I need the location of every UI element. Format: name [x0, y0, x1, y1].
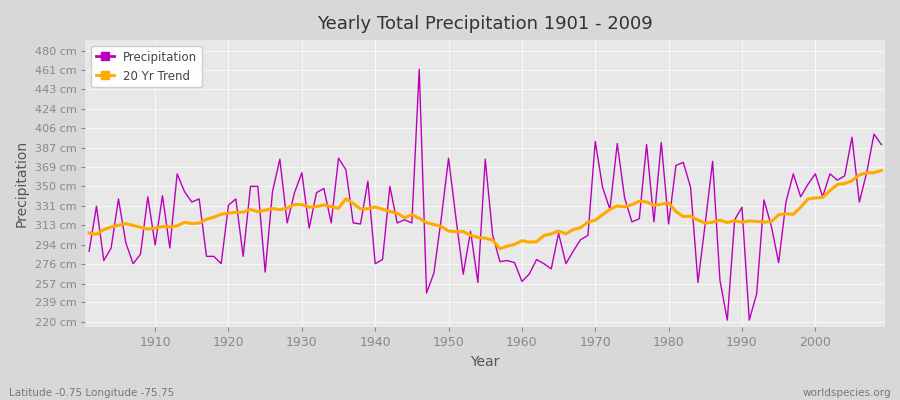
X-axis label: Year: Year [471, 355, 500, 369]
Text: worldspecies.org: worldspecies.org [803, 388, 891, 398]
Title: Yearly Total Precipitation 1901 - 2009: Yearly Total Precipitation 1901 - 2009 [318, 15, 653, 33]
Legend: Precipitation, 20 Yr Trend: Precipitation, 20 Yr Trend [92, 46, 202, 87]
Y-axis label: Precipitation: Precipitation [15, 140, 29, 227]
Text: Latitude -0.75 Longitude -75.75: Latitude -0.75 Longitude -75.75 [9, 388, 175, 398]
